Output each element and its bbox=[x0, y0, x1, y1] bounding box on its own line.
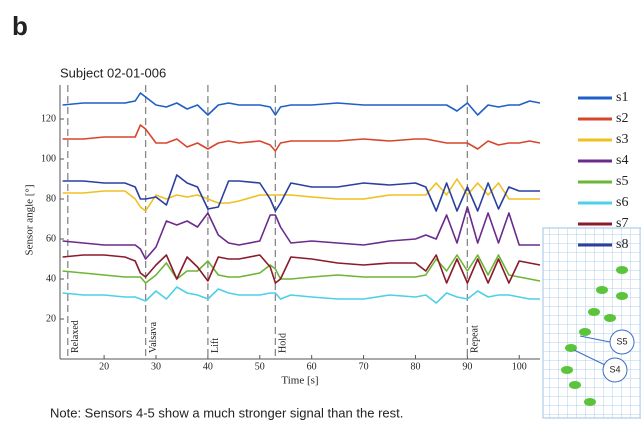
y-tick-label: 120 bbox=[41, 113, 56, 124]
x-tick-label: 50 bbox=[255, 361, 265, 372]
y-tick-label: 80 bbox=[46, 193, 56, 204]
y-tick-label: 100 bbox=[41, 153, 56, 164]
series-line bbox=[63, 287, 540, 303]
legend-label: s6 bbox=[616, 195, 628, 210]
y-tick-label: 40 bbox=[46, 273, 56, 284]
chart-title: Subject 02-01-006 bbox=[60, 65, 166, 80]
event-label: Relaxed bbox=[70, 320, 81, 353]
inset: S5 S4 bbox=[543, 228, 641, 418]
event-label: Hold bbox=[278, 333, 289, 353]
legend-label: s4 bbox=[616, 153, 628, 168]
legend-label: s8 bbox=[616, 237, 628, 252]
x-tick-label: 40 bbox=[203, 361, 213, 372]
x-tick-label: 30 bbox=[151, 361, 161, 372]
inset-label: S5 bbox=[616, 336, 627, 346]
y-axis-label: Sensor angle [°] bbox=[24, 185, 36, 256]
event-label: Repeat bbox=[470, 325, 481, 353]
series-line bbox=[63, 93, 540, 115]
x-tick-label: 20 bbox=[99, 361, 109, 372]
x-tick-label: 70 bbox=[359, 361, 369, 372]
legend-label: s7 bbox=[616, 216, 628, 231]
y-tick-label: 60 bbox=[46, 233, 56, 244]
event-label: Lift bbox=[210, 338, 221, 353]
legend-label: s3 bbox=[616, 132, 628, 147]
x-tick-label: 100 bbox=[512, 361, 527, 372]
series-line bbox=[63, 125, 540, 151]
series-line bbox=[63, 179, 540, 211]
x-tick-label: 80 bbox=[410, 361, 420, 372]
panel-label: b bbox=[12, 11, 28, 41]
legend-label: s5 bbox=[616, 174, 628, 189]
y-tick-label: 20 bbox=[46, 313, 56, 324]
x-tick-label: 90 bbox=[462, 361, 472, 372]
legend-label: s2 bbox=[616, 111, 628, 126]
note: Note: Sensors 4-5 show a much stronger s… bbox=[50, 405, 403, 420]
event-label: Valsava bbox=[148, 321, 159, 353]
x-axis-label: Time [s] bbox=[281, 375, 318, 387]
legend-label: s1 bbox=[616, 90, 628, 105]
series-line bbox=[63, 207, 540, 259]
inset-label: S4 bbox=[609, 364, 620, 374]
x-tick-label: 60 bbox=[307, 361, 317, 372]
chart: b Subject 02-01-006 Time [s] Sensor angl… bbox=[0, 0, 641, 426]
inset-grid bbox=[543, 228, 641, 418]
